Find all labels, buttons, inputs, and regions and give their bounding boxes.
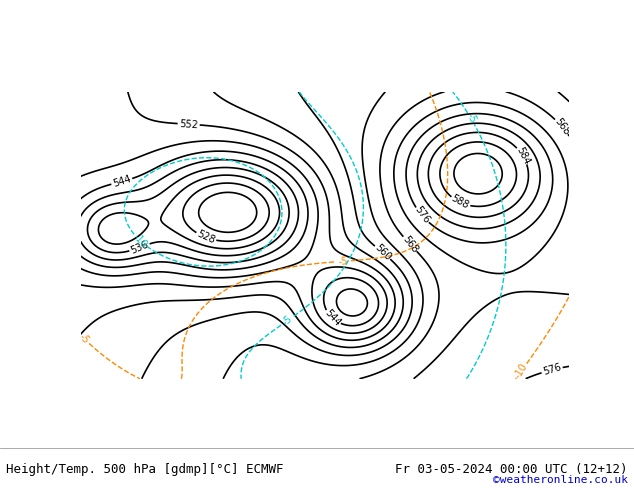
Text: 588: 588 [450, 194, 470, 211]
Text: -5: -5 [77, 332, 91, 345]
Text: 568: 568 [400, 234, 420, 254]
Text: -5: -5 [280, 314, 294, 328]
Text: Height/Temp. 500 hPa [gdmp][°C] ECMWF: Height/Temp. 500 hPa [gdmp][°C] ECMWF [6, 463, 284, 476]
Text: 528: 528 [195, 229, 216, 245]
Text: 584: 584 [514, 146, 531, 166]
Text: 576: 576 [541, 363, 562, 377]
Text: -10: -10 [513, 362, 530, 380]
Text: 560: 560 [373, 243, 392, 263]
Text: Fr 03-05-2024 00:00 UTC (12+12): Fr 03-05-2024 00:00 UTC (12+12) [395, 463, 628, 476]
Text: 544: 544 [322, 308, 342, 328]
Text: 576: 576 [412, 205, 431, 226]
Text: -5: -5 [338, 256, 349, 267]
Text: 568: 568 [552, 116, 571, 137]
Text: 552: 552 [179, 119, 198, 130]
Text: -5: -5 [464, 112, 477, 125]
Text: 536: 536 [129, 239, 150, 256]
Text: ©weatheronline.co.uk: ©weatheronline.co.uk [493, 475, 628, 485]
Text: 544: 544 [112, 174, 132, 189]
Text: -10: -10 [131, 232, 149, 250]
